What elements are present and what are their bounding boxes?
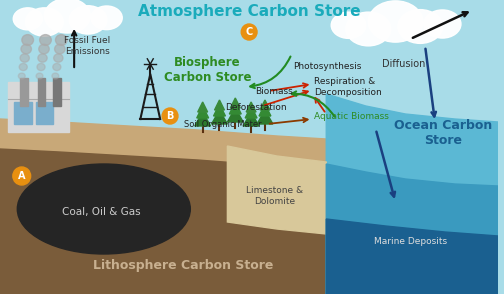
Text: Coal, Oil & Gas: Coal, Oil & Gas bbox=[61, 207, 140, 217]
Polygon shape bbox=[229, 102, 241, 114]
Ellipse shape bbox=[52, 73, 59, 79]
Bar bbox=[53, 78, 61, 106]
Circle shape bbox=[162, 108, 178, 124]
Ellipse shape bbox=[20, 54, 29, 62]
Circle shape bbox=[13, 167, 31, 185]
Ellipse shape bbox=[39, 44, 49, 54]
Text: Atmosphere Carbon Store: Atmosphere Carbon Store bbox=[138, 4, 360, 19]
Ellipse shape bbox=[331, 12, 366, 39]
Polygon shape bbox=[212, 110, 227, 124]
Polygon shape bbox=[198, 102, 208, 112]
Polygon shape bbox=[260, 100, 270, 110]
Ellipse shape bbox=[18, 73, 25, 79]
Polygon shape bbox=[214, 104, 225, 116]
Text: C: C bbox=[245, 27, 253, 37]
Polygon shape bbox=[326, 94, 498, 294]
Text: Diffusion: Diffusion bbox=[382, 59, 425, 69]
Ellipse shape bbox=[37, 64, 45, 71]
Text: Fossil Fuel
Emissions: Fossil Fuel Emissions bbox=[64, 36, 110, 56]
Text: Respiration &
Decomposition: Respiration & Decomposition bbox=[314, 77, 382, 97]
Ellipse shape bbox=[22, 35, 33, 45]
Polygon shape bbox=[246, 102, 256, 112]
Ellipse shape bbox=[36, 73, 43, 79]
Ellipse shape bbox=[54, 44, 65, 54]
Text: Ocean Carbon
Store: Ocean Carbon Store bbox=[394, 119, 492, 147]
Polygon shape bbox=[227, 108, 243, 122]
Text: B: B bbox=[166, 111, 174, 121]
Ellipse shape bbox=[346, 12, 391, 46]
Ellipse shape bbox=[13, 8, 42, 30]
Bar bbox=[8, 82, 69, 132]
Polygon shape bbox=[326, 164, 498, 294]
Ellipse shape bbox=[368, 1, 423, 42]
Polygon shape bbox=[259, 104, 271, 116]
Ellipse shape bbox=[44, 0, 90, 33]
Bar bbox=[14, 102, 32, 124]
Bar bbox=[38, 78, 45, 106]
Text: Biomass: Biomass bbox=[255, 86, 293, 96]
Ellipse shape bbox=[26, 8, 63, 36]
Ellipse shape bbox=[19, 64, 27, 71]
Ellipse shape bbox=[54, 54, 63, 62]
Ellipse shape bbox=[424, 10, 461, 38]
Bar bbox=[36, 102, 53, 124]
Polygon shape bbox=[197, 106, 209, 118]
Text: Photosynthesis: Photosynthesis bbox=[293, 61, 361, 71]
Text: Marine Deposits: Marine Deposits bbox=[374, 238, 447, 246]
Ellipse shape bbox=[21, 44, 31, 54]
Ellipse shape bbox=[38, 54, 47, 62]
Polygon shape bbox=[195, 112, 211, 126]
Ellipse shape bbox=[55, 35, 67, 45]
Polygon shape bbox=[0, 149, 326, 294]
Ellipse shape bbox=[70, 6, 107, 34]
Polygon shape bbox=[326, 219, 498, 294]
Polygon shape bbox=[243, 112, 259, 126]
Ellipse shape bbox=[17, 164, 191, 254]
Ellipse shape bbox=[53, 64, 61, 71]
Polygon shape bbox=[215, 100, 224, 110]
Ellipse shape bbox=[91, 6, 122, 30]
Text: Soil Organic Mater: Soil Organic Mater bbox=[184, 119, 262, 128]
Polygon shape bbox=[245, 106, 257, 118]
Circle shape bbox=[241, 24, 257, 40]
Polygon shape bbox=[230, 98, 240, 108]
Bar bbox=[20, 78, 28, 106]
Text: Aquatic Biomass: Aquatic Biomass bbox=[314, 111, 389, 121]
Text: Deforestation: Deforestation bbox=[225, 103, 287, 111]
Text: Lithosphere Carbon Store: Lithosphere Carbon Store bbox=[93, 259, 273, 272]
Text: Biosphere
Carbon Store: Biosphere Carbon Store bbox=[164, 56, 251, 83]
Polygon shape bbox=[227, 146, 326, 234]
Ellipse shape bbox=[398, 10, 443, 44]
Ellipse shape bbox=[40, 35, 51, 45]
Text: Limestone &
Dolomite: Limestone & Dolomite bbox=[246, 186, 303, 206]
Polygon shape bbox=[0, 119, 326, 294]
Polygon shape bbox=[257, 110, 273, 124]
Text: A: A bbox=[18, 171, 26, 181]
